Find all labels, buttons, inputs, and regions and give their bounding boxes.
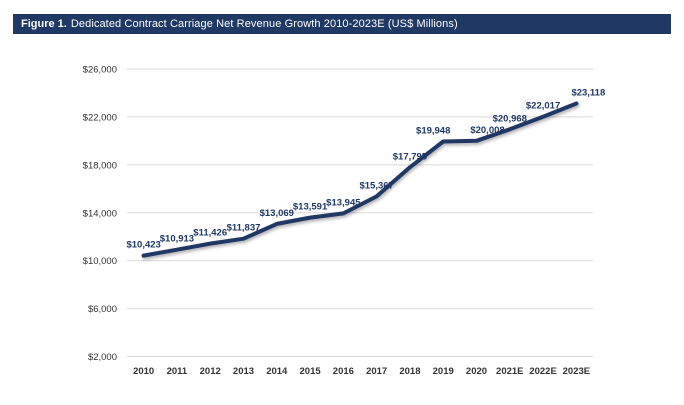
data-label: $10,423 — [126, 240, 160, 251]
data-label: $20,968 — [493, 113, 527, 124]
revenue-line-chart: $2,000 $6,000 $10,000 $14,000 $18,000 $22,000… — [0, 40, 684, 405]
y-tick-label: $6,000 — [88, 304, 117, 315]
y-tick-label: $22,000 — [83, 112, 117, 123]
data-label: $22,017 — [526, 101, 560, 112]
x-tick-label: 2021E — [496, 366, 523, 377]
x-tick-label: 2015 — [300, 366, 322, 377]
x-tick-label: 2012 — [200, 366, 221, 377]
y-tick-label: $26,000 — [83, 65, 117, 76]
chart-canvas: $2,000 $6,000 $10,000 $14,000 $18,000 $22,000… — [83, 65, 606, 378]
data-label: $15,367 — [359, 180, 393, 191]
x-tick-label: 2011 — [167, 366, 188, 377]
x-tick-label: 2013 — [233, 366, 254, 377]
x-tick-label: 2023E — [563, 366, 590, 377]
data-label: $13,591 — [293, 202, 328, 213]
x-tick-label: 2022E — [529, 366, 556, 377]
x-tick-label: 2016 — [333, 366, 354, 377]
x-tick-label: 2010 — [133, 366, 154, 377]
figure-header-bar: Figure 1. Dedicated Contract Carriage Net… — [13, 14, 671, 34]
data-label: $11,426 — [193, 228, 227, 239]
x-tick-label: 2017 — [366, 366, 387, 377]
y-tick-label: $14,000 — [83, 208, 117, 219]
x-tick-label: 2014 — [266, 366, 288, 377]
figure-number-label: Figure 1. — [21, 18, 67, 30]
data-label: $10,913 — [160, 234, 194, 245]
y-tick-label: $10,000 — [83, 256, 117, 267]
data-label: $23,118 — [571, 88, 605, 99]
y-tick-label: $18,000 — [83, 160, 117, 171]
x-tick-label: 2019 — [433, 366, 454, 377]
data-label: $20,008 — [470, 125, 504, 136]
y-tick-label: $2,000 — [88, 352, 117, 363]
net-revenue-series-line — [141, 101, 579, 258]
data-label: $11,837 — [227, 223, 261, 234]
x-tick-label: 2020 — [466, 366, 487, 377]
data-label: $13,945 — [326, 197, 361, 208]
data-label: $17,795 — [393, 151, 428, 162]
x-tick-label: 2018 — [399, 366, 420, 377]
figure-title: Dedicated Contract Carriage Net Revenue … — [70, 18, 458, 30]
data-label: $13,069 — [260, 208, 294, 219]
data-label: $19,948 — [416, 125, 450, 136]
